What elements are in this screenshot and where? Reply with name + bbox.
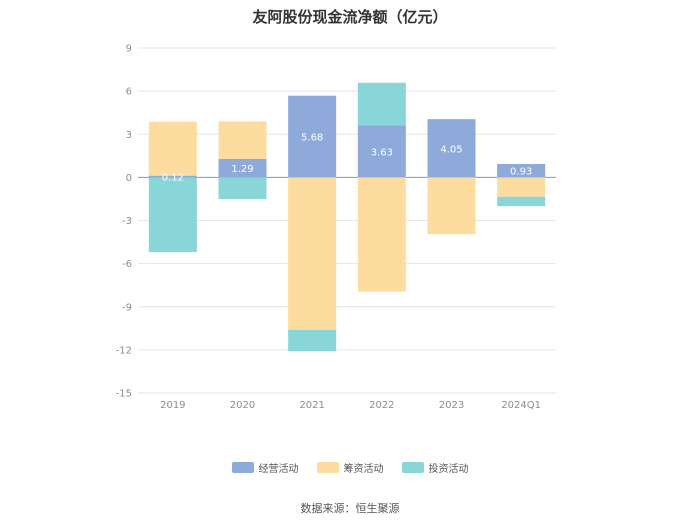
- data-label: 0.93: [510, 167, 532, 178]
- bar-financing: [218, 121, 267, 159]
- legend-label: 投资活动: [428, 464, 469, 475]
- bar-financing: [288, 177, 337, 330]
- y-tick-label: -15: [116, 389, 132, 400]
- data-label: 4.05: [440, 144, 462, 155]
- y-tick-label: 3: [126, 130, 132, 141]
- bar-investing: [288, 329, 337, 352]
- x-tick-label: 2020: [230, 400, 255, 411]
- x-tick-label: 2019: [160, 400, 185, 411]
- x-tick-label: 2023: [439, 400, 464, 411]
- legend-label: 筹资活动: [343, 464, 384, 475]
- legend-swatch: [401, 462, 424, 473]
- data-label: 0.12: [162, 173, 184, 184]
- bar-operating: [148, 175, 197, 178]
- y-tick-label: 6: [126, 87, 132, 98]
- legend-swatch: [316, 462, 339, 473]
- data-label: 5.68: [301, 133, 323, 144]
- bar-operating: [427, 119, 476, 178]
- bar-financing: [497, 177, 546, 197]
- x-tick-label: 2024Q1: [501, 400, 541, 411]
- bar-investing: [497, 196, 546, 207]
- y-tick-label: -12: [116, 345, 132, 356]
- legend-item[interactable]: 筹资活动: [316, 460, 384, 475]
- y-tick-label: -6: [122, 259, 132, 270]
- x-tick-label: 2021: [299, 400, 324, 411]
- x-tick-label: 2022: [369, 400, 394, 411]
- bar-financing: [357, 177, 406, 292]
- bar-operating: [218, 158, 267, 178]
- bar-investing: [148, 177, 197, 253]
- bar-operating: [357, 125, 406, 178]
- y-tick-label: 0: [126, 173, 132, 184]
- y-tick-label: -9: [122, 302, 132, 313]
- bar-operating: [497, 164, 546, 178]
- y-tick-label: -3: [122, 216, 132, 227]
- bar-operating: [288, 95, 337, 178]
- data-label: 1.29: [231, 164, 253, 175]
- legend-item[interactable]: 投资活动: [401, 460, 469, 475]
- data-source-note: 数据来源：恒生聚源: [300, 502, 400, 515]
- bar-financing: [148, 121, 197, 176]
- legend-label: 经营活动: [258, 464, 299, 475]
- y-tick-label: 9: [126, 44, 132, 55]
- bar-financing: [427, 177, 476, 235]
- data-label: 3.63: [371, 147, 393, 158]
- legend-item[interactable]: 经营活动: [231, 460, 299, 475]
- bar-investing: [218, 177, 267, 199]
- chart-title: 友阿股份现金流净额（亿元）: [252, 8, 448, 26]
- legend: 经营活动 筹资活动 投资活动: [0, 460, 700, 475]
- legend-swatch: [231, 462, 254, 473]
- bar-investing: [357, 82, 406, 126]
